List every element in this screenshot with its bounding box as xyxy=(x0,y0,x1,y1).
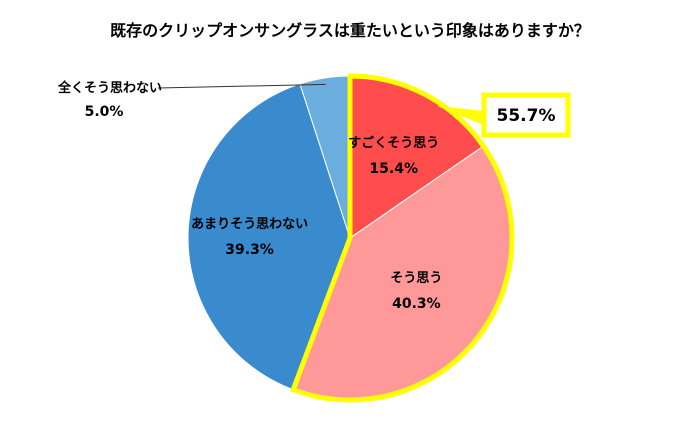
pie-slices xyxy=(187,75,513,401)
highlight-callout: 55.7% xyxy=(436,92,571,138)
chart-title: 既存のクリップオンサングラスは重たいという印象はありますか？ xyxy=(110,21,590,40)
callout-pointer xyxy=(436,105,484,125)
callout-box xyxy=(481,92,571,138)
slice-label-value: 39.3% xyxy=(225,242,274,258)
slice-label-value: 15.4% xyxy=(369,161,418,177)
slice-label-name: あまりそう思わない xyxy=(191,217,308,232)
pie-slice-3 xyxy=(187,83,351,391)
leader-line xyxy=(157,83,326,89)
slice-label-name: そう思う xyxy=(390,271,442,286)
slice-labels: すごくそう思う 15.4% そう思う 40.3% あまりそう思わない 39.3% 全くそう思… xyxy=(57,80,442,312)
slice-label-value: 40.3% xyxy=(392,296,441,312)
slice-label-name: すごくそう思う xyxy=(348,135,439,151)
slice-label-value: 5.0% xyxy=(85,104,124,120)
slice-label-name: 全くそう思わない xyxy=(57,80,162,96)
highlight-outline xyxy=(289,73,515,403)
callout-value: 55.7% xyxy=(497,106,556,126)
